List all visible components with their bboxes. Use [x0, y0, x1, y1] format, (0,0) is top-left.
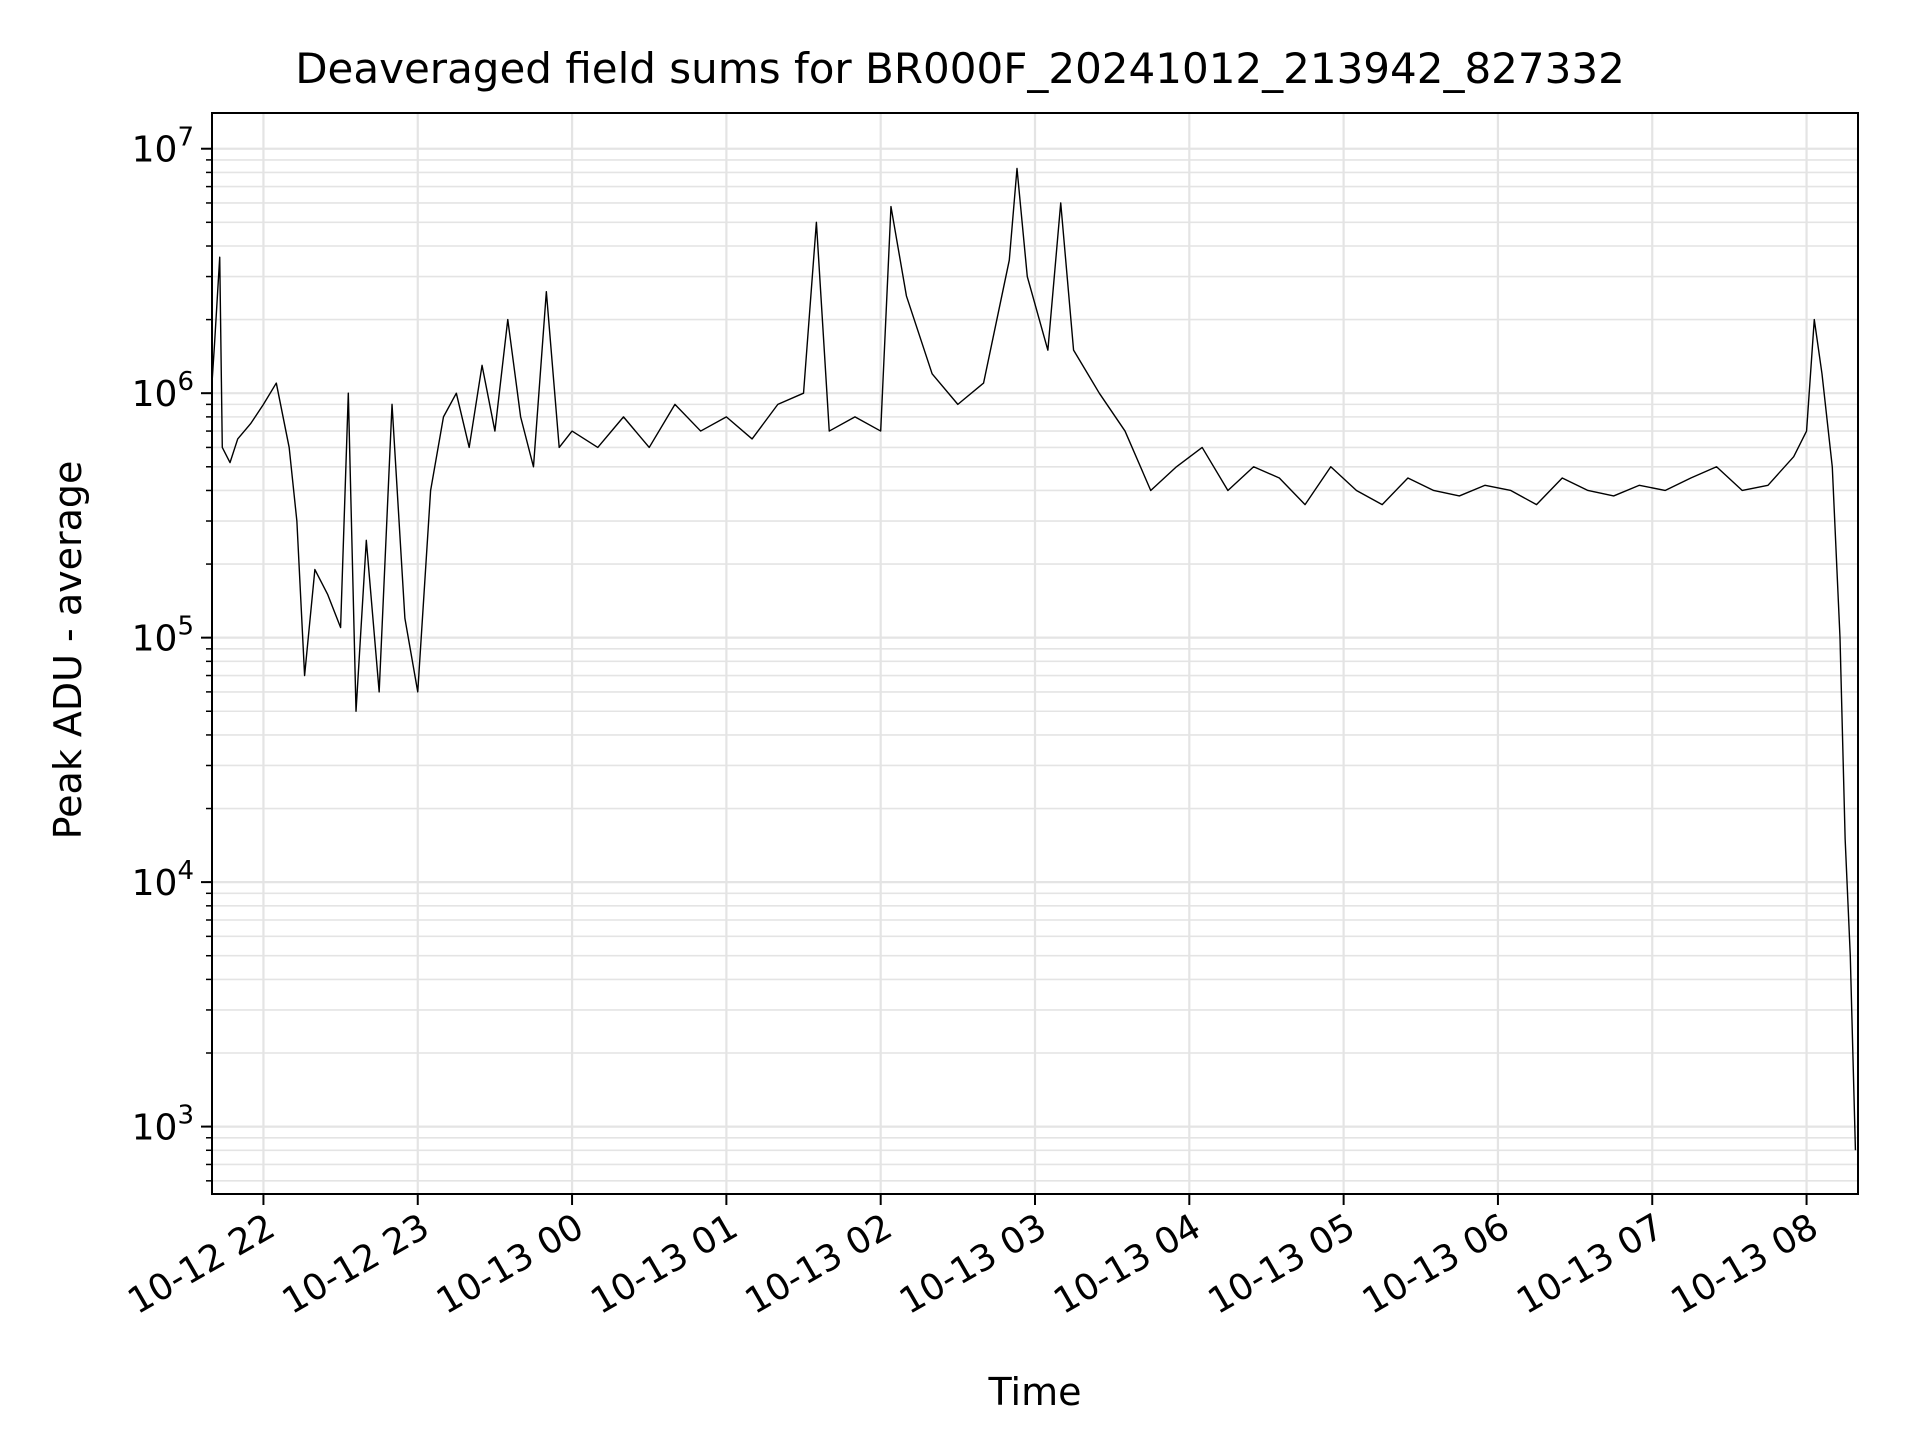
x-tick-label: 10-13 04 — [1047, 1206, 1208, 1322]
y-tick-label: 106 — [132, 367, 194, 415]
x-tick-label: 10-13 08 — [1664, 1206, 1825, 1322]
x-tick-label: 10-13 07 — [1510, 1206, 1671, 1322]
series-group — [211, 167, 1857, 1151]
x-tick-label: 10-13 00 — [430, 1206, 591, 1322]
y-tick-label: 103 — [132, 1101, 194, 1149]
x-tick-label: 10-12 23 — [276, 1206, 437, 1322]
y-axis: 103 104 105 106 107 — [132, 123, 212, 1149]
y-tick-label: 105 — [132, 612, 194, 660]
x-tick-label: 10-13 02 — [739, 1206, 900, 1322]
y-tick-label: 107 — [132, 123, 194, 171]
series-line — [211, 167, 1857, 1151]
x-tick-label: 10-13 06 — [1356, 1206, 1517, 1322]
y-tick-label: 104 — [132, 856, 194, 904]
x-tick-label: 10-12 22 — [121, 1206, 282, 1322]
grid-lines — [206, 113, 1858, 1194]
x-tick-label: 10-13 01 — [584, 1206, 745, 1322]
x-axis-label: Time — [988, 1370, 1082, 1414]
x-tick-label: 10-13 05 — [1201, 1206, 1362, 1322]
x-tick-label: 10-13 03 — [893, 1206, 1054, 1322]
chart-title: Deaveraged field sums for BR000F_2024101… — [295, 44, 1625, 93]
